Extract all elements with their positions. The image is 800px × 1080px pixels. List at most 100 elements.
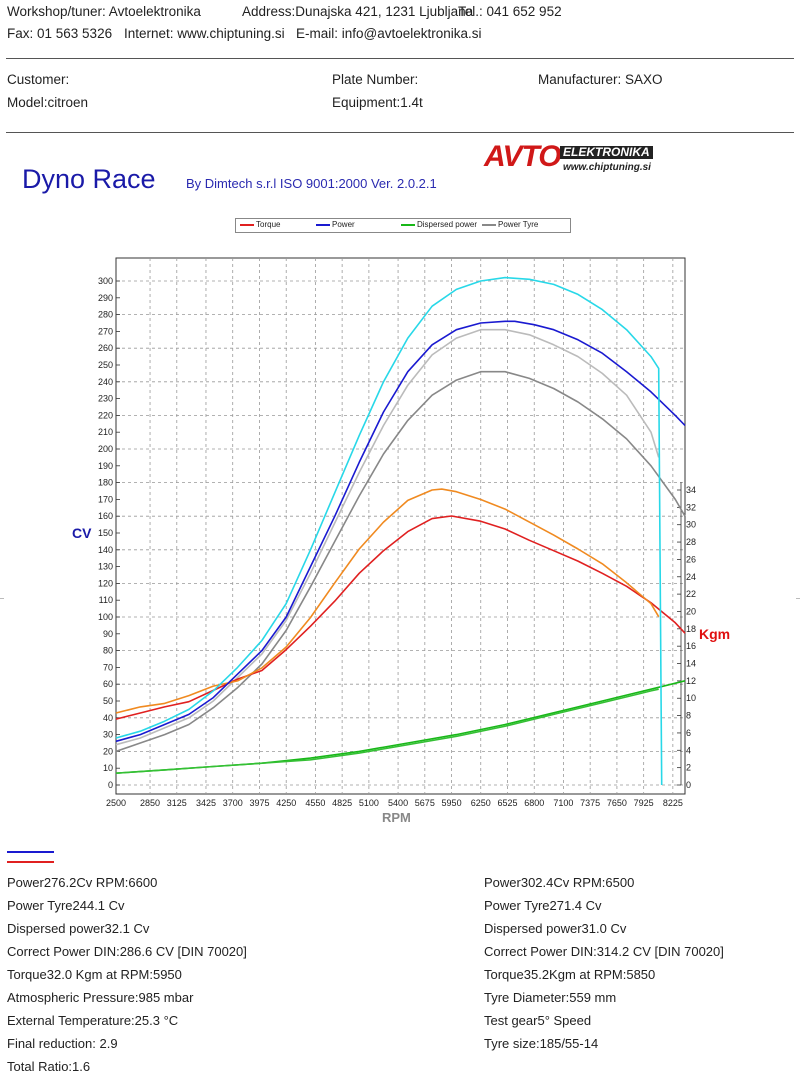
result-line: Final reduction: 2.9 xyxy=(7,1036,118,1051)
y-tick-label: 90 xyxy=(103,629,113,639)
y-tick-label: 140 xyxy=(98,545,113,555)
legend-swatch-torque xyxy=(240,223,254,226)
x-tick-label: 5100 xyxy=(359,798,379,808)
result-line: Dispersed power32.1 Cv xyxy=(7,921,150,936)
y-tick-label: 180 xyxy=(98,478,113,488)
y2-tick-label: 16 xyxy=(686,641,696,651)
x-tick-label: 7650 xyxy=(607,798,627,808)
legend-label-torque: Torque xyxy=(256,220,281,229)
y2-tick-label: 24 xyxy=(686,572,696,582)
x-axis-title: RPM xyxy=(382,810,411,825)
result-line: External Temperature:25.3 °C xyxy=(7,1013,179,1028)
y2-tick-label: 12 xyxy=(686,676,696,686)
x-tick-label: 5950 xyxy=(442,798,462,808)
x-tick-label: 2850 xyxy=(140,798,160,808)
x-tick-label: 7100 xyxy=(553,798,573,808)
y-tick-label: 130 xyxy=(98,562,113,572)
result-line: Power Tyre271.4 Cv xyxy=(484,898,602,913)
x-tick-label: 5675 xyxy=(415,798,435,808)
header-divider xyxy=(6,58,794,59)
result-line: Tyre Diameter:559 mm xyxy=(484,990,617,1005)
chart-legend: Torque Power Dispersed power Power Tyre xyxy=(235,218,571,233)
vehicle-divider xyxy=(6,132,794,133)
y-tick-label: 50 xyxy=(103,696,113,706)
x-tick-label: 3425 xyxy=(196,798,216,808)
page-edge-mark-left xyxy=(0,598,4,599)
x-tick-label: 6800 xyxy=(524,798,544,808)
y-axis-title-cv: CV xyxy=(72,525,92,541)
result-line: Dispersed power31.0 Cv xyxy=(484,921,627,936)
y-tick-label: 240 xyxy=(98,377,113,387)
x-tick-label: 6250 xyxy=(471,798,491,808)
header-tel: Tel.: 041 652 952 xyxy=(458,4,562,19)
run-key-power-line xyxy=(7,851,54,853)
header-workshop: Workshop/tuner: Avtoelektronika xyxy=(7,4,201,19)
logo-url: www.chiptuning.si xyxy=(563,162,651,173)
series-torque-run-2 xyxy=(115,488,660,714)
y-tick-label: 70 xyxy=(103,662,113,672)
x-tick-label: 3700 xyxy=(223,798,243,808)
series-power-tyre-run-2 xyxy=(115,328,660,746)
legend-item-tyre: Power Tyre xyxy=(482,220,538,229)
customer-label: Customer: xyxy=(7,72,70,87)
y-tick-label: 20 xyxy=(103,746,113,756)
y-tick-label: 270 xyxy=(98,326,113,336)
page-subtitle: By Dimtech s.r.l ISO 9001:2000 Ver. 2.0.… xyxy=(186,176,437,191)
y-tick-label: 210 xyxy=(98,427,113,437)
y-tick-label: 280 xyxy=(98,310,113,320)
y2-tick-label: 20 xyxy=(686,606,696,616)
legend-item-dispersed: Dispersed power xyxy=(401,220,477,229)
page-title: Dyno Race xyxy=(22,164,156,194)
logo-main: AVTO xyxy=(484,140,562,173)
y-tick-label: 190 xyxy=(98,461,113,471)
y-tick-label: 110 xyxy=(99,595,113,605)
y-tick-label: 40 xyxy=(103,713,113,723)
y-tick-label: 200 xyxy=(98,444,113,454)
manufacturer-label: Manufacturer: SAXO xyxy=(538,72,663,87)
y2-tick-label: 32 xyxy=(686,502,696,512)
y-tick-label: 260 xyxy=(98,343,113,353)
y-tick-label: 0 xyxy=(108,780,113,790)
y2-tick-label: 10 xyxy=(686,693,696,703)
x-tick-label: 5400 xyxy=(388,798,408,808)
y-tick-label: 10 xyxy=(103,763,113,773)
y-tick-label: 300 xyxy=(98,276,113,286)
y-tick-label: 170 xyxy=(98,494,113,504)
x-tick-label: 4825 xyxy=(332,798,352,808)
result-line: Power302.4Cv RPM:6500 xyxy=(484,875,635,890)
chart-plot-area xyxy=(115,257,686,795)
y2-tick-label: 28 xyxy=(686,537,696,547)
result-line: Test gear5° Speed xyxy=(484,1013,592,1028)
y-axis-title-kgm: Kgm xyxy=(699,626,730,642)
y-tick-label: 230 xyxy=(98,394,113,404)
x-tick-label: 7925 xyxy=(634,798,654,808)
x-tick-label: 2500 xyxy=(106,798,126,808)
result-line: Tyre size:185/55-14 xyxy=(484,1036,599,1051)
y-tick-label: 100 xyxy=(98,612,113,622)
result-line: Correct Power DIN:314.2 CV [DIN 70020] xyxy=(484,944,724,959)
x-tick-label: 4250 xyxy=(276,798,296,808)
result-line: Total Ratio:1.6 xyxy=(7,1059,91,1074)
result-line: Correct Power DIN:286.6 CV [DIN 70020] xyxy=(7,944,247,959)
result-line: Power Tyre244.1 Cv xyxy=(7,898,125,913)
y2-tick-label: 30 xyxy=(686,520,696,530)
y-tick-label: 290 xyxy=(98,293,113,303)
x-tick-label: 3125 xyxy=(167,798,187,808)
y2-tick-label: 22 xyxy=(686,589,696,599)
legend-item-torque: Torque xyxy=(240,220,280,229)
y-tick-label: 80 xyxy=(103,646,113,656)
legend-swatch-tyre xyxy=(482,223,496,226)
chart-axes: 2500 2850 3125 3425 3700 3975 4250 4550 4825 5100… xyxy=(98,276,696,808)
y2-tick-label: 0 xyxy=(686,780,691,790)
y2-tick-label: 14 xyxy=(686,659,696,669)
plate-label: Plate Number: xyxy=(332,72,419,87)
y2-tick-label: 8 xyxy=(686,711,691,721)
series-power-run-2 xyxy=(115,276,663,786)
header-address: Address:Dunajska 421, 1231 Ljubljana xyxy=(242,4,474,19)
legend-swatch-dispersed xyxy=(401,223,415,226)
series-power-run-1 xyxy=(115,320,686,743)
result-line: Power276.2Cv RPM:6600 xyxy=(7,875,158,890)
y-tick-label: 60 xyxy=(103,679,113,689)
legend-swatch-power xyxy=(316,223,330,226)
header-internet: Internet: www.chiptuning.si xyxy=(124,26,285,41)
